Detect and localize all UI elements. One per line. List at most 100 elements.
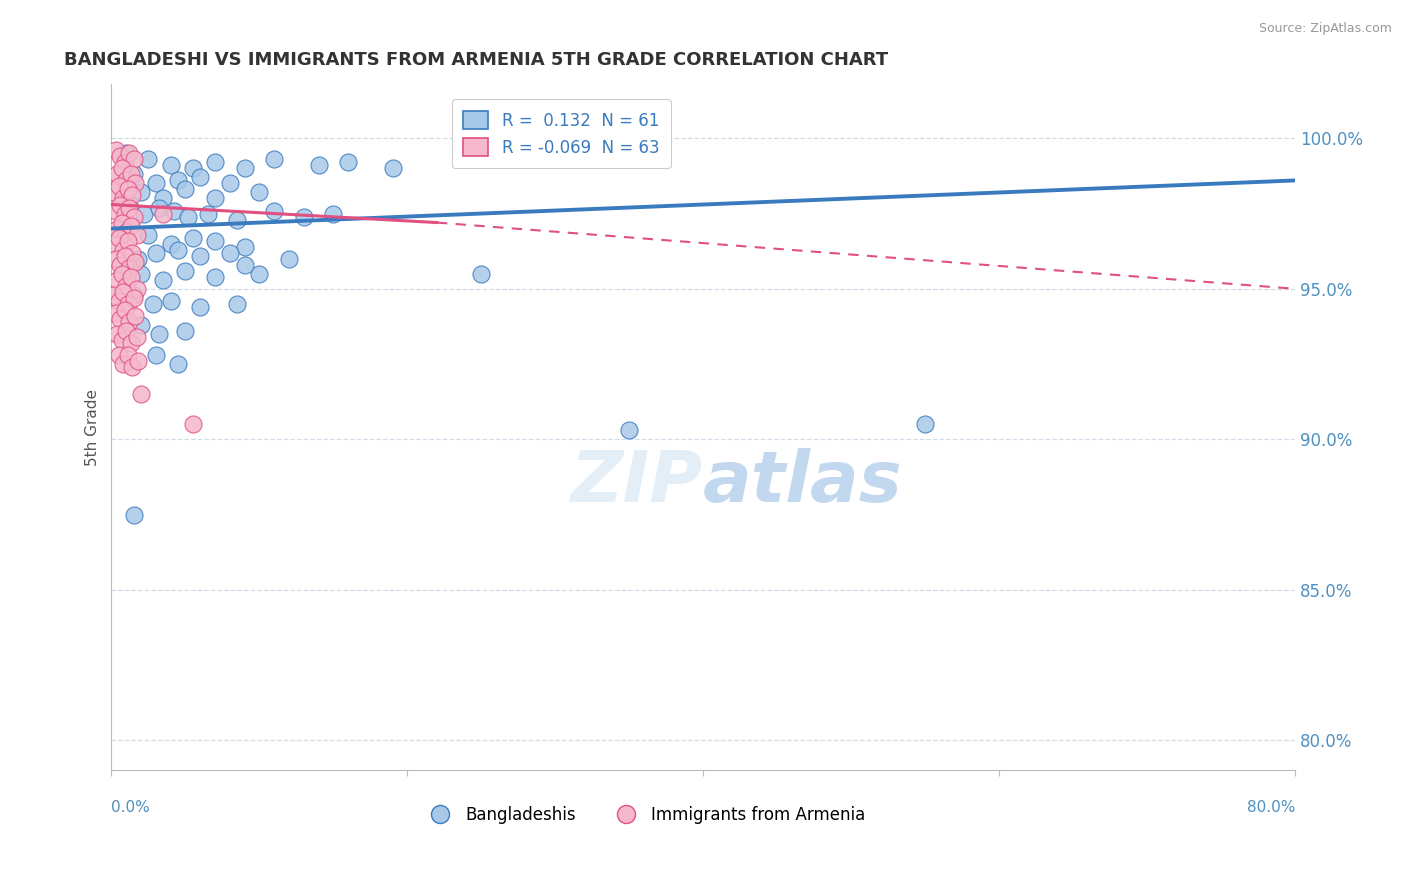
Point	[117, 297, 139, 311]
Point	[470, 267, 492, 281]
Point	[233, 240, 256, 254]
Point	[104, 306, 127, 320]
Point	[110, 258, 132, 272]
Point	[226, 297, 249, 311]
Point	[115, 278, 138, 293]
Point	[125, 282, 148, 296]
Point	[110, 311, 132, 326]
Point	[121, 245, 143, 260]
Point	[122, 210, 145, 224]
Point	[226, 212, 249, 227]
Point	[111, 216, 134, 230]
Point	[148, 326, 170, 341]
Point	[188, 300, 211, 314]
Point	[167, 243, 190, 257]
Point	[114, 249, 136, 263]
Point	[204, 269, 226, 284]
Point	[292, 210, 315, 224]
Point	[104, 144, 127, 158]
Point	[145, 177, 167, 191]
Point	[167, 173, 190, 187]
Point	[114, 206, 136, 220]
Point	[233, 258, 256, 272]
Point	[152, 273, 174, 287]
Point	[181, 417, 204, 432]
Point	[118, 315, 141, 329]
Point	[111, 161, 134, 176]
Point	[115, 173, 138, 187]
Point	[118, 201, 141, 215]
Point	[103, 288, 125, 302]
Point	[278, 252, 301, 266]
Point	[181, 230, 204, 244]
Point	[115, 324, 138, 338]
Text: BANGLADESHI VS IMMIGRANTS FROM ARMENIA 5TH GRADE CORRELATION CHART: BANGLADESHI VS IMMIGRANTS FROM ARMENIA 5…	[65, 51, 889, 69]
Point	[145, 348, 167, 362]
Point	[112, 192, 135, 206]
Point	[218, 177, 240, 191]
Point	[108, 179, 131, 194]
Point	[122, 291, 145, 305]
Point	[111, 267, 134, 281]
Point	[112, 243, 135, 257]
Point	[104, 252, 127, 266]
Point	[337, 155, 360, 169]
Point	[105, 168, 128, 182]
Point	[129, 387, 152, 401]
Point	[263, 203, 285, 218]
Point	[263, 153, 285, 167]
Point	[122, 153, 145, 167]
Point	[103, 186, 125, 200]
Point	[120, 168, 142, 182]
Point	[152, 206, 174, 220]
Point	[120, 335, 142, 350]
Point	[167, 357, 190, 371]
Text: 80.0%: 80.0%	[1247, 799, 1295, 814]
Point	[188, 249, 211, 263]
Point	[125, 227, 148, 242]
Text: atlas: atlas	[703, 448, 903, 516]
Point	[145, 245, 167, 260]
Point	[204, 192, 226, 206]
Point	[619, 423, 641, 437]
Point	[233, 161, 256, 176]
Point	[177, 210, 200, 224]
Text: 0.0%: 0.0%	[111, 799, 150, 814]
Point	[322, 206, 344, 220]
Point	[247, 267, 270, 281]
Y-axis label: 5th Grade: 5th Grade	[86, 389, 100, 466]
Point	[112, 357, 135, 371]
Point	[914, 417, 936, 432]
Point	[103, 236, 125, 251]
Point	[124, 309, 146, 323]
Point	[110, 149, 132, 163]
Point	[105, 221, 128, 235]
Point	[129, 267, 152, 281]
Point	[247, 186, 270, 200]
Point	[110, 197, 132, 211]
Point	[108, 230, 131, 244]
Point	[174, 264, 197, 278]
Point	[159, 236, 181, 251]
Point	[114, 302, 136, 317]
Point	[124, 254, 146, 268]
Point	[132, 206, 155, 220]
Point	[159, 293, 181, 308]
Point	[115, 146, 138, 161]
Point	[308, 158, 330, 172]
Point	[118, 260, 141, 275]
Point	[117, 234, 139, 248]
Point	[381, 161, 404, 176]
Point	[112, 285, 135, 299]
Point	[105, 326, 128, 341]
Point	[138, 153, 160, 167]
Point	[120, 269, 142, 284]
Point	[218, 245, 240, 260]
Point	[142, 297, 165, 311]
Point	[117, 182, 139, 196]
Point	[129, 186, 152, 200]
Legend: R =  0.132  N = 61, R = -0.069  N = 63: R = 0.132 N = 61, R = -0.069 N = 63	[451, 99, 671, 169]
Point	[124, 177, 146, 191]
Point	[122, 508, 145, 522]
Point	[122, 288, 145, 302]
